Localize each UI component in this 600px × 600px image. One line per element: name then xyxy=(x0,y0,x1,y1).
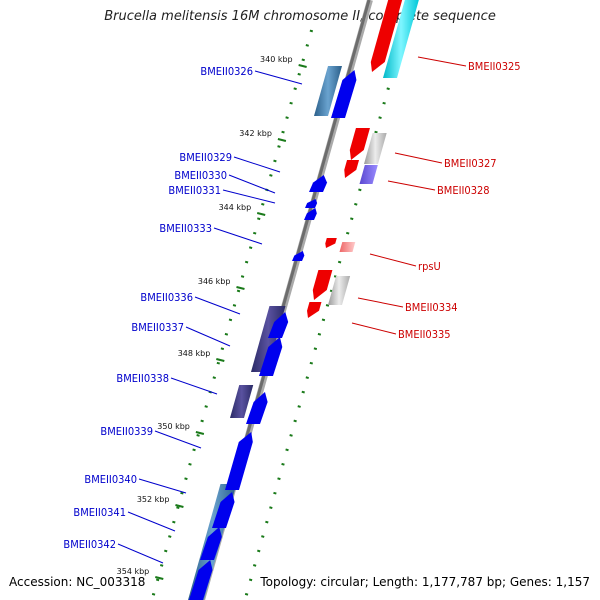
leader-line xyxy=(394,152,443,164)
tick-label: 342 kbp xyxy=(239,129,272,138)
tick-mark xyxy=(277,138,287,142)
gene-label: BMEII0337 xyxy=(131,321,184,334)
leader-line xyxy=(417,56,467,67)
gene-label: BMEII0326 xyxy=(200,65,253,78)
gene-labels: BMEII0326 BMEII0329 BMEII0330 BMEII0331 BMEI… xyxy=(63,56,521,564)
cog-block xyxy=(328,276,351,305)
forward-gene-arrow xyxy=(246,392,268,424)
gene-label: BMEII0339 xyxy=(100,425,153,438)
cog-block xyxy=(230,385,254,418)
gene-label: BMEII0340 xyxy=(84,473,137,486)
leader-line xyxy=(154,430,202,449)
tick-label: 352 kbp xyxy=(137,495,170,504)
gene-features xyxy=(188,0,419,600)
forward-gene-arrow xyxy=(225,432,253,490)
tick-label: 348 kbp xyxy=(178,349,211,358)
reverse-gene-arrow xyxy=(370,0,403,72)
tick-mark xyxy=(298,64,307,68)
tick-mark xyxy=(155,576,164,580)
topology-text: Topology: circular; Length: 1,177,787 bp… xyxy=(260,575,590,589)
gene-label: BMEII0331 xyxy=(168,184,221,197)
forward-gene-arrow xyxy=(268,312,289,338)
leader-line xyxy=(127,511,176,532)
leader-line xyxy=(357,297,404,308)
forward-gene-arrow xyxy=(200,527,222,560)
leader-line xyxy=(170,377,218,395)
tick-label: 344 kbp xyxy=(219,203,252,212)
cog-block xyxy=(339,242,356,252)
gene-label: BMEII0335 xyxy=(398,328,451,341)
forward-gene-arrow xyxy=(259,337,283,376)
leader-line xyxy=(117,543,164,564)
gene-label: rpsU xyxy=(418,260,441,273)
tick-mark xyxy=(216,358,225,362)
leader-line xyxy=(233,156,281,173)
leader-line xyxy=(194,296,241,315)
leader-line xyxy=(254,70,303,85)
tick-mark xyxy=(236,286,245,290)
gene-label: BMEII0329 xyxy=(179,151,232,164)
reverse-gene-arrow xyxy=(344,160,360,178)
forward-gene-arrow xyxy=(304,208,317,220)
gene-label: BMEII0328 xyxy=(437,184,490,197)
gene-label: BMEII0334 xyxy=(405,301,458,314)
reverse-gene-arrow xyxy=(349,128,370,160)
kbp-ticks: 340 kbp 342 kbp 344 kbp 346 kbp 348 kbp 350 k… xyxy=(117,55,307,580)
cog-block xyxy=(314,66,342,116)
forward-gene-arrow xyxy=(189,560,213,600)
gene-label: BMEII0342 xyxy=(63,538,116,551)
leader-line xyxy=(213,227,263,245)
gene-label: BMEII0333 xyxy=(159,222,212,235)
cog-block xyxy=(359,165,378,184)
forward-gene-arrow xyxy=(305,199,318,208)
forward-gene-arrow xyxy=(331,70,357,118)
cog-block xyxy=(383,0,419,78)
tick-label: 350 kbp xyxy=(157,422,190,431)
reverse-gene-arrow xyxy=(307,302,322,318)
leader-line xyxy=(138,478,187,494)
tick-label: 340 kbp xyxy=(260,55,293,64)
leader-line xyxy=(369,253,417,267)
leader-line xyxy=(222,189,276,204)
tick-label: 354 kbp xyxy=(117,567,150,576)
accession-text: Accession: NC_003318 xyxy=(9,575,146,589)
gene-label: BMEII0325 xyxy=(468,60,521,73)
forward-gene-arrow xyxy=(309,175,328,192)
tick-mark xyxy=(175,504,184,508)
gc-dots-left xyxy=(150,29,314,600)
leader-line xyxy=(228,174,276,194)
leader-line xyxy=(387,180,436,191)
gene-label: BMEII0341 xyxy=(73,506,126,519)
tick-label: 346 kbp xyxy=(198,277,231,286)
forward-gene-arrow xyxy=(212,492,235,528)
tick-mark xyxy=(256,212,266,216)
leader-line xyxy=(185,326,231,347)
gene-label: BMEII0336 xyxy=(140,291,193,304)
reverse-gene-arrow xyxy=(325,238,337,248)
tick-mark xyxy=(195,431,205,435)
forward-gene-arrow xyxy=(292,251,305,261)
gene-label: BMEII0327 xyxy=(444,157,497,170)
gene-label: BMEII0338 xyxy=(116,372,169,385)
leader-line xyxy=(351,322,397,335)
reverse-gene-arrow xyxy=(312,270,333,300)
gene-label: BMEII0330 xyxy=(174,169,227,182)
cog-block xyxy=(364,133,387,164)
